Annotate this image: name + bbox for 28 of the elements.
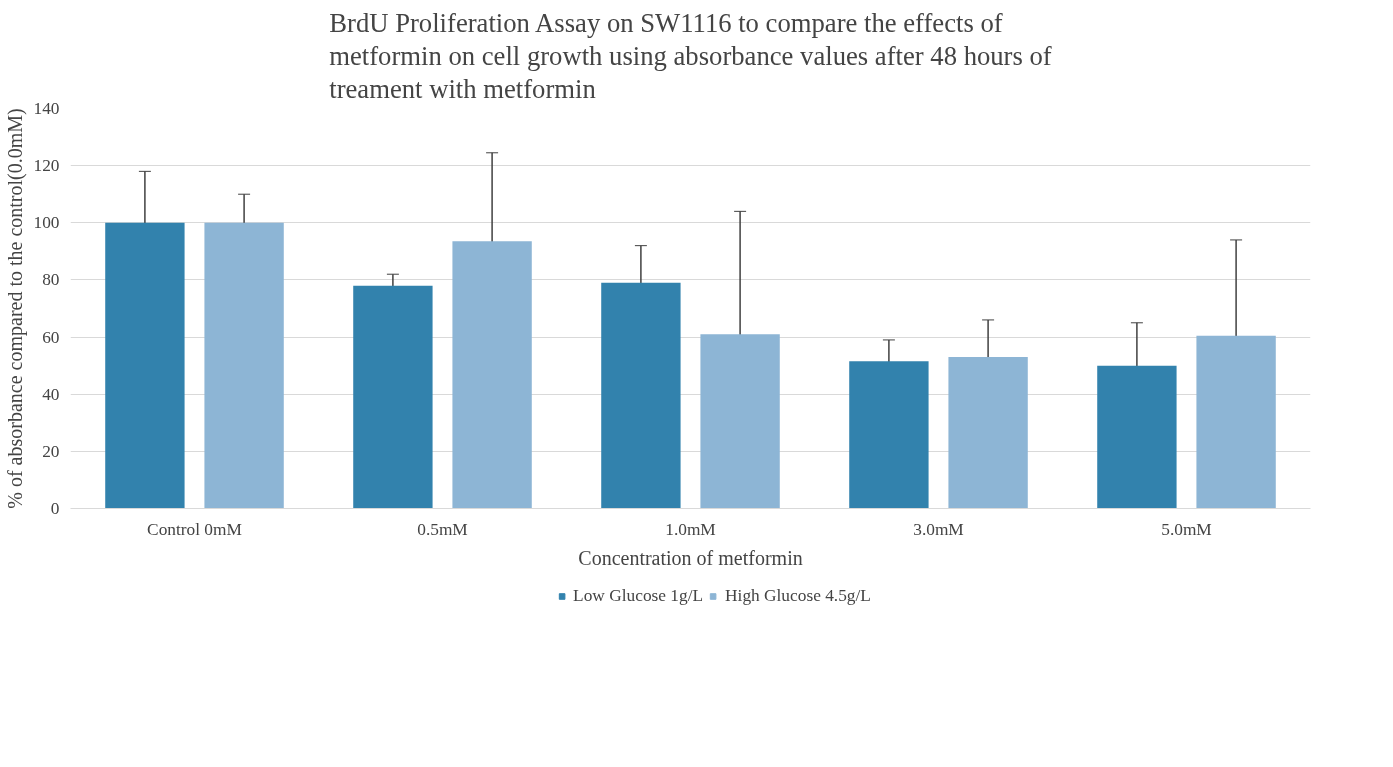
x-tick-label: 3.0mM [913,519,964,539]
y-tick-label: 100 [33,213,60,233]
y-tick-label: 20 [42,441,60,461]
x-tick-label: Control 0mM [147,519,242,539]
y-tick-label: 40 [42,384,60,404]
bar [105,222,185,509]
chart-title: BrdU Proliferation Assay on SW1116 to compare the effects of metformin on cell growth using absorbance values after 48 hours of treament with metformin [329,7,1052,104]
x-axis-title: Concentration of metformin [578,546,803,569]
bar [452,241,532,509]
bar [1196,335,1276,509]
bar [849,361,929,509]
y-tick-label: 140 [33,99,60,118]
bar [700,334,780,509]
legend-label: High Glucose 4.5g/L [725,586,871,606]
legend-label: Low Glucose 1g/L [573,586,704,606]
bar [601,282,681,509]
bar [1097,365,1177,509]
x-tick-label: 0.5mM [417,519,468,539]
y-tick-label: 80 [42,270,60,290]
y-axis-title: % of absorbance compared to the control(0.0mM) [3,108,27,509]
bar [353,285,433,509]
bar [948,357,1028,509]
bar [204,222,284,509]
y-tick-label: 120 [33,156,60,176]
x-tick-label: 5.0mM [1161,519,1212,539]
y-tick-label: 60 [42,327,60,347]
y-tick-label: 0 [50,499,60,518]
x-tick-label: 1.0mM [665,519,716,539]
